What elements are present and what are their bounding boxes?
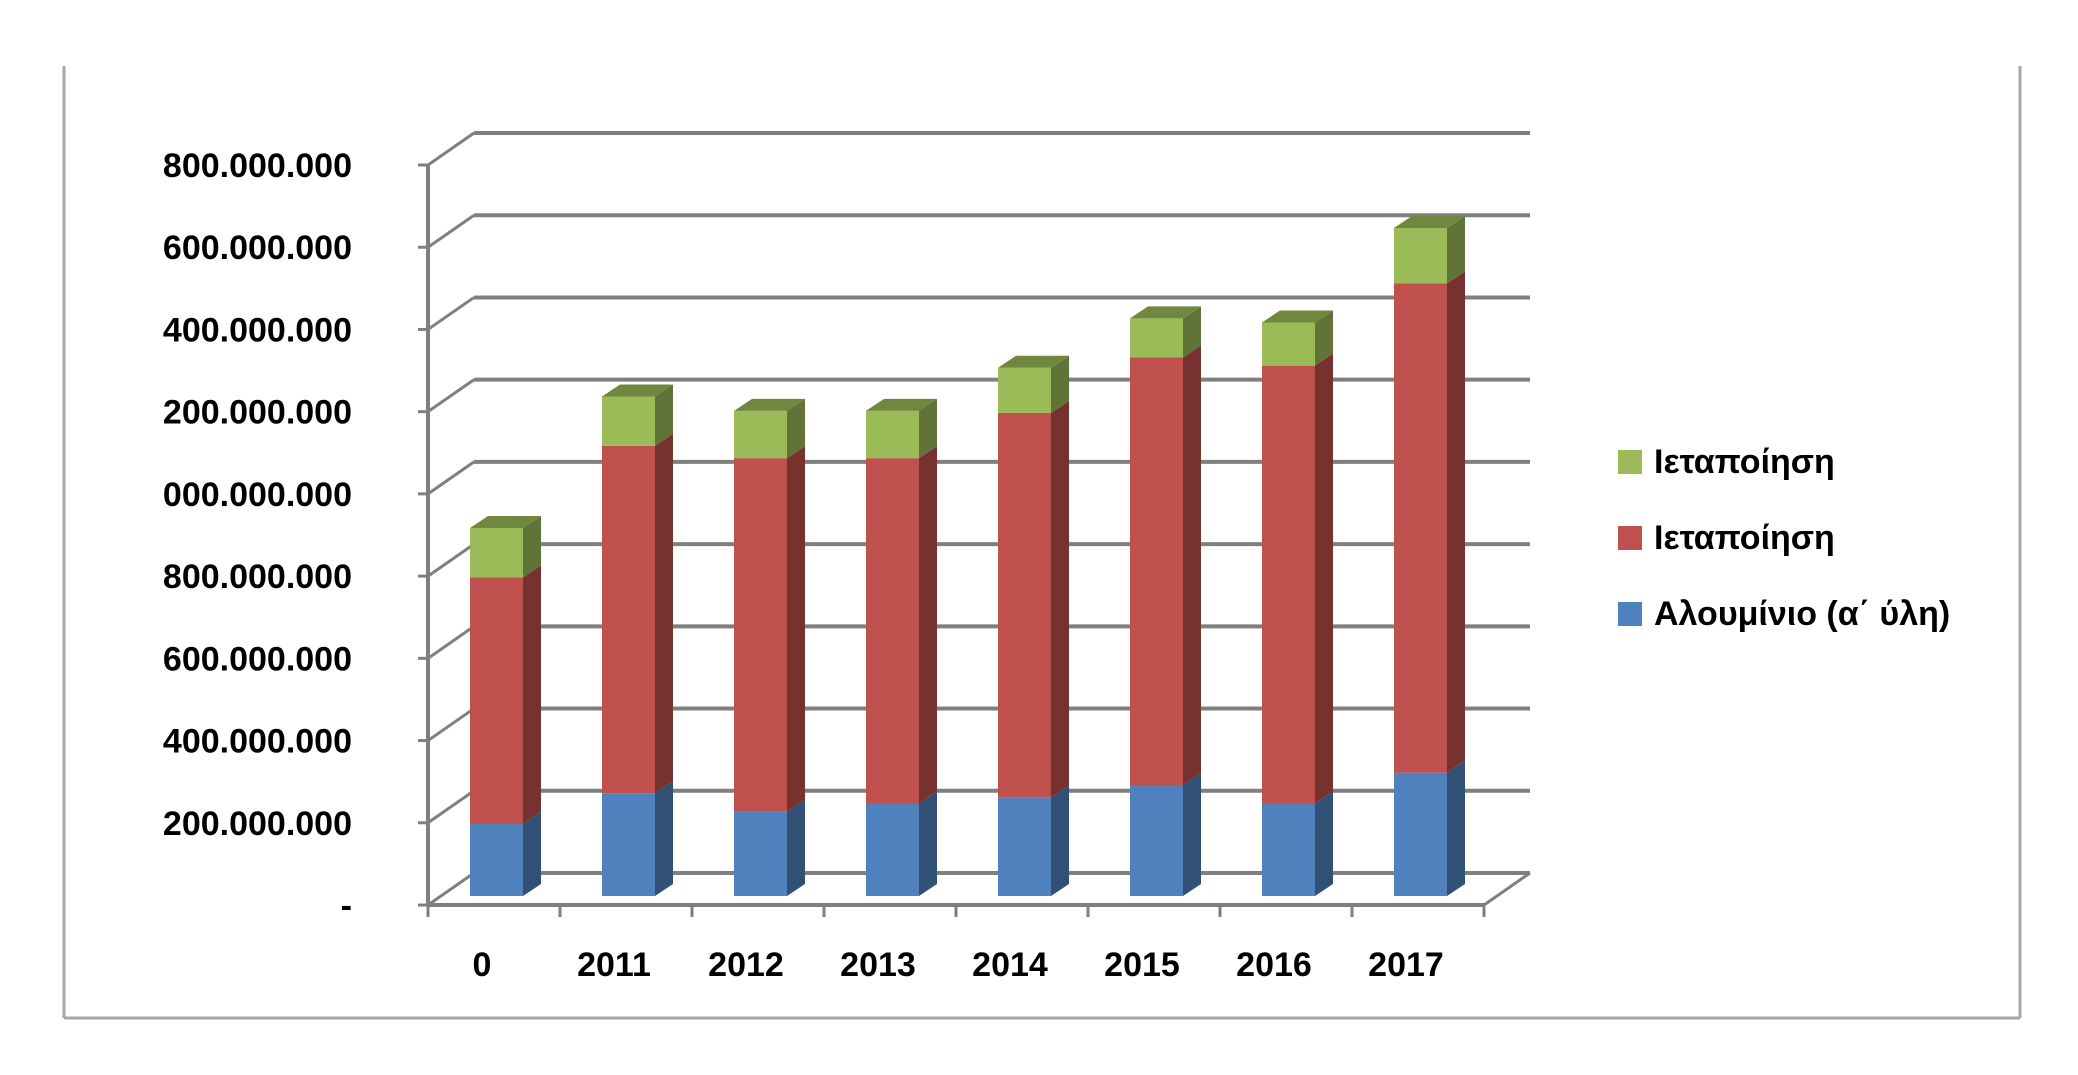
bar-segment-side <box>523 565 541 825</box>
bar-segment-front <box>602 445 655 794</box>
bar-segment-side <box>655 781 673 896</box>
bar-segment-side <box>787 799 805 896</box>
bar-segment-front <box>866 803 919 896</box>
legend: Ιεταποίηση Ιεταποίηση Αλουμίνιο (α΄ ύλη) <box>1618 443 1950 633</box>
bar-segment-side <box>523 516 541 578</box>
bar-segment-front <box>1262 322 1315 366</box>
bar-segment-side <box>655 384 673 446</box>
bar-segment-front <box>1262 803 1315 896</box>
chart-border <box>62 66 2022 1020</box>
bar-segment-side <box>1051 355 1069 413</box>
bar-top <box>1262 310 1333 323</box>
y-tick-label: 800.000.000 <box>163 558 352 596</box>
bar-segment-front <box>1394 283 1447 773</box>
bar-segment-side <box>787 446 805 812</box>
bar-segment-side <box>1051 400 1069 798</box>
y-tick-label: - <box>341 887 352 925</box>
bar-segment-front <box>470 824 523 896</box>
bar-segment-front <box>602 396 655 446</box>
bar-top <box>470 516 541 529</box>
bar-segment-front <box>866 410 919 459</box>
gridline-depth <box>427 789 475 825</box>
bar-top <box>1394 215 1465 228</box>
bar-segment-side <box>1315 310 1333 366</box>
legend-label: Ιεταποίηση <box>1654 519 1835 557</box>
gridline-depth <box>427 707 475 742</box>
y-tick-label: 800.000.000 <box>163 147 352 185</box>
bar-top <box>602 384 673 397</box>
x-tick-label: 2011 <box>577 946 651 984</box>
bar-segment-side <box>1447 271 1465 773</box>
legend-swatch <box>1618 602 1642 626</box>
bar-segment-side <box>1183 306 1201 358</box>
y-tick-label: 200.000.000 <box>163 805 352 843</box>
bar-top <box>734 398 805 411</box>
floor-edge <box>1483 871 1531 907</box>
bar-segment-front <box>734 811 787 896</box>
bar-segment-side <box>1447 760 1465 896</box>
gridline-depth <box>427 378 475 413</box>
axes <box>418 163 1531 917</box>
bar-segment-side <box>1183 345 1201 785</box>
gridline-depth <box>427 213 475 249</box>
legend-label: Ιεταποίηση <box>1654 443 1835 481</box>
bar-segment-side <box>1183 773 1201 896</box>
y-tick-label: 600.000.000 <box>163 229 352 267</box>
x-tick-label: 2015 <box>1104 946 1180 984</box>
bar-segment-front <box>1262 365 1315 804</box>
y-tick-label: 400.000.000 <box>163 723 352 761</box>
bars <box>470 215 1465 896</box>
bar-segment-front <box>470 528 523 578</box>
x-tick-label: 2013 <box>840 946 916 984</box>
x-tick-label: 0 <box>473 946 492 984</box>
y-tick-label: 000.000.000 <box>163 476 352 514</box>
bar-segment-front <box>998 797 1051 896</box>
y-axis-tick-labels: - 200.000.000 400.000.000 600.000.000 800.00… <box>163 147 352 925</box>
bar-segment-front <box>470 577 523 825</box>
bar-top <box>998 355 1069 368</box>
x-tick-label: 2014 <box>972 946 1048 984</box>
legend-swatch <box>1618 526 1642 550</box>
gridline-depth <box>427 296 475 331</box>
bar-segment-front <box>734 458 787 812</box>
bar-segment-front <box>1130 318 1183 358</box>
gridline-depth <box>427 131 475 167</box>
bar-segment-side <box>787 398 805 459</box>
bar-segment-front <box>1130 357 1183 785</box>
y-tick-label: 600.000.000 <box>163 640 352 678</box>
bar-segment-side <box>919 791 937 896</box>
legend-label: Αλουμίνιο (α΄ ύλη) <box>1654 595 1950 633</box>
bar-segment-front <box>1130 785 1183 896</box>
bar-top <box>866 398 937 411</box>
legend-swatch <box>1618 450 1642 474</box>
bar-top <box>1130 306 1201 319</box>
bar-segment-side <box>523 812 541 896</box>
bar-segment-side <box>919 398 937 459</box>
bar-segment-side <box>919 446 937 804</box>
gridline-depth <box>427 542 475 578</box>
bar-segment-front <box>734 410 787 459</box>
bar-segment-side <box>1447 215 1465 284</box>
bar-segment-front <box>1394 227 1447 284</box>
gridlines <box>427 131 1530 907</box>
bar-segment-front <box>998 412 1051 798</box>
y-tick-label: 200.000.000 <box>163 394 352 432</box>
bar-segment-side <box>1051 785 1069 896</box>
y-tick-label: 400.000.000 <box>163 311 352 349</box>
bar-segment-side <box>655 433 673 794</box>
gridline-depth <box>427 871 475 907</box>
x-tick-label: 2012 <box>708 946 784 984</box>
x-tick-label: 2017 <box>1368 946 1444 984</box>
x-axis-tick-labels: 0 2011 2012 2013 2014 2015 2016 2017 <box>473 946 1444 984</box>
bar-segment-front <box>998 367 1051 413</box>
gridline-depth <box>427 460 475 496</box>
bar-segment-front <box>866 458 919 804</box>
gridline-depth <box>427 625 475 660</box>
bar-segment-side <box>1315 353 1333 804</box>
bar-segment-front <box>602 793 655 896</box>
x-tick-label: 2016 <box>1236 946 1312 984</box>
bar-segment-front <box>1394 772 1447 896</box>
bar-segment-side <box>1315 791 1333 896</box>
